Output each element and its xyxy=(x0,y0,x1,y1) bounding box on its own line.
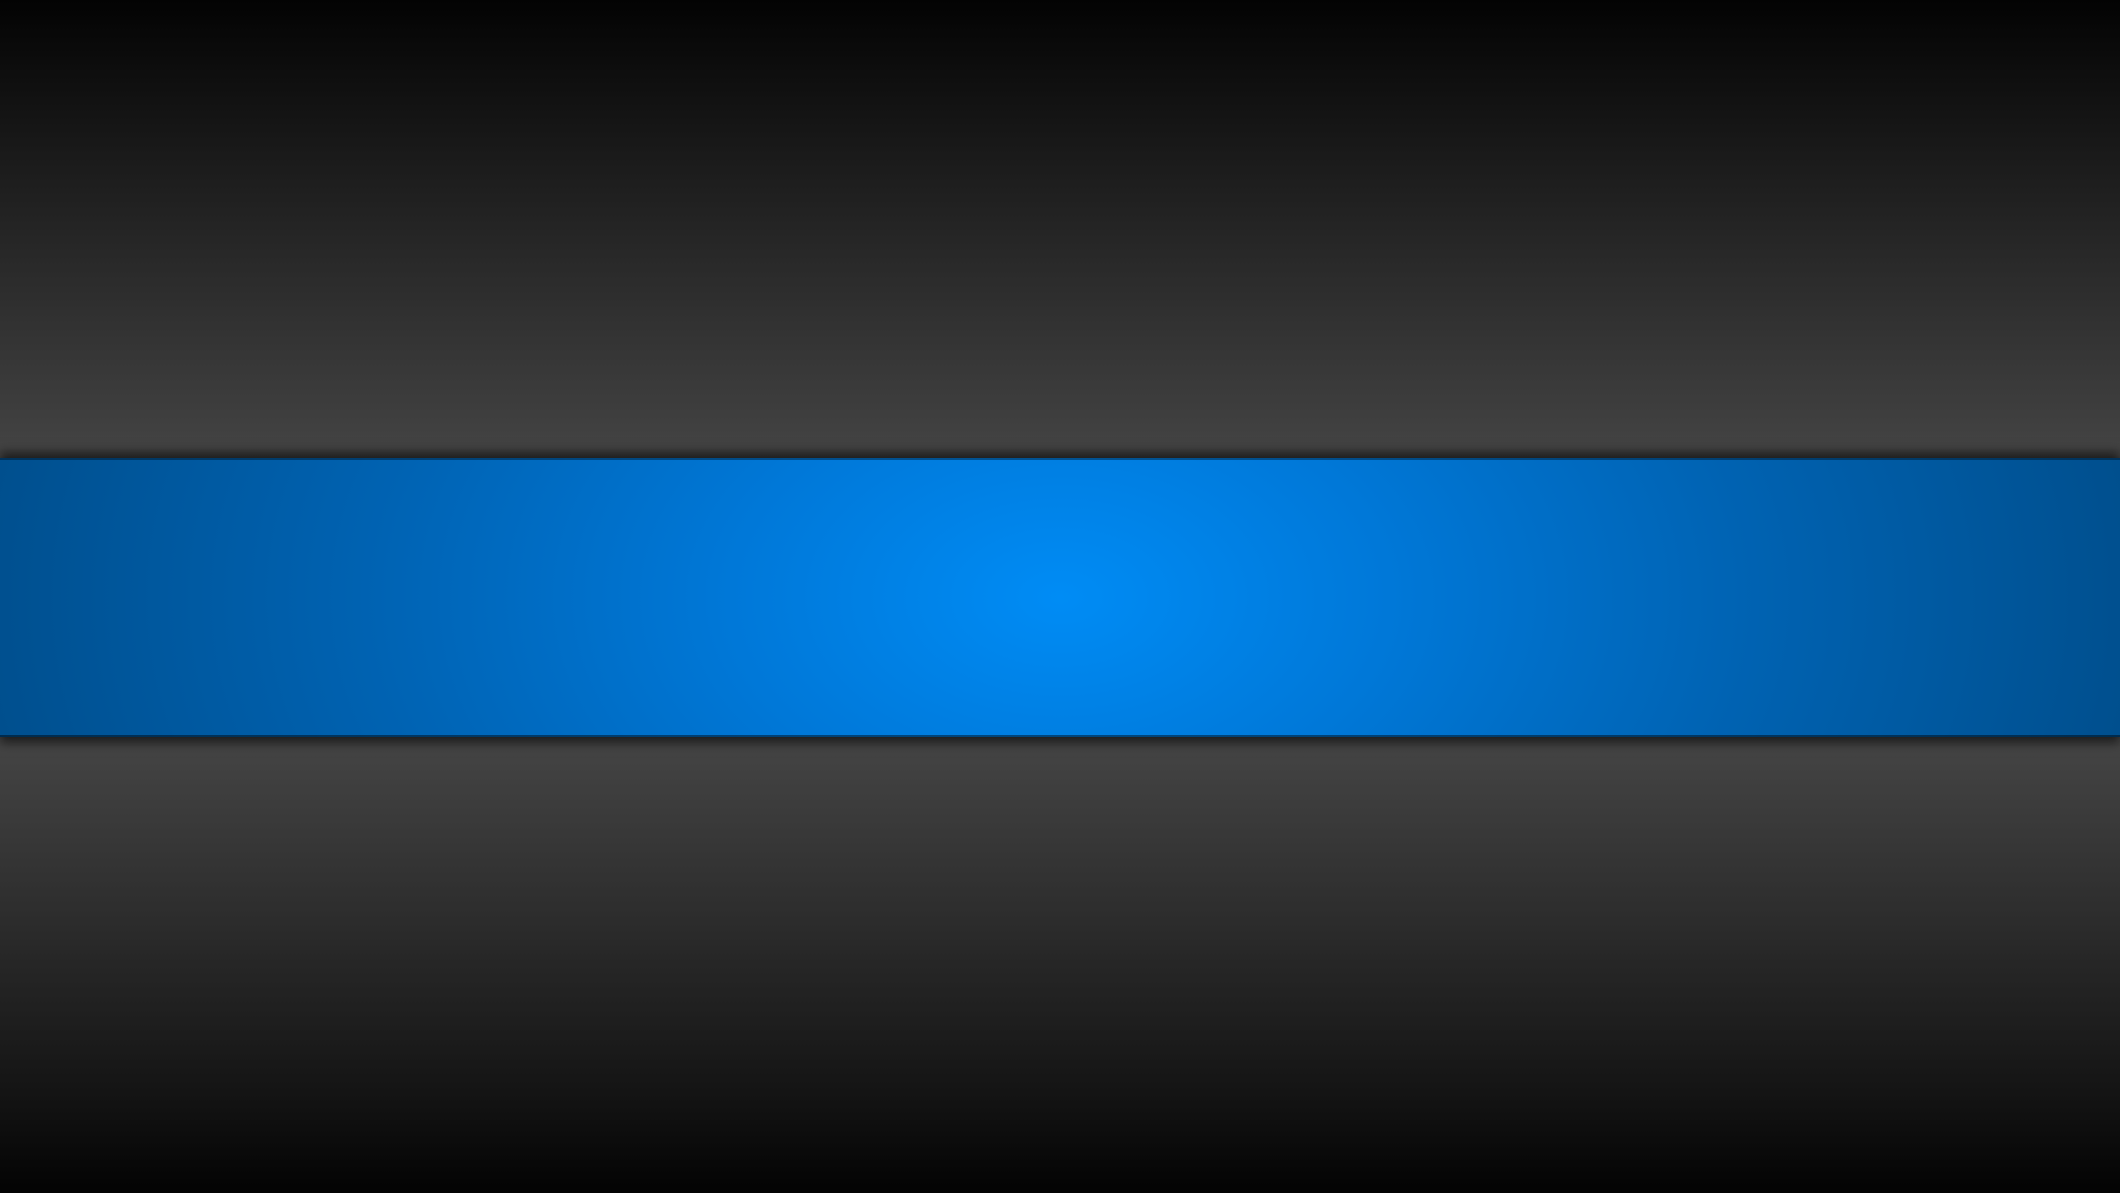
blue-band-bottom-edge xyxy=(0,735,2120,737)
blue-band-top-edge xyxy=(0,458,2120,460)
top-dark-panel xyxy=(0,0,2120,458)
bottom-dark-panel xyxy=(0,737,2120,1193)
blue-band xyxy=(0,458,2120,737)
